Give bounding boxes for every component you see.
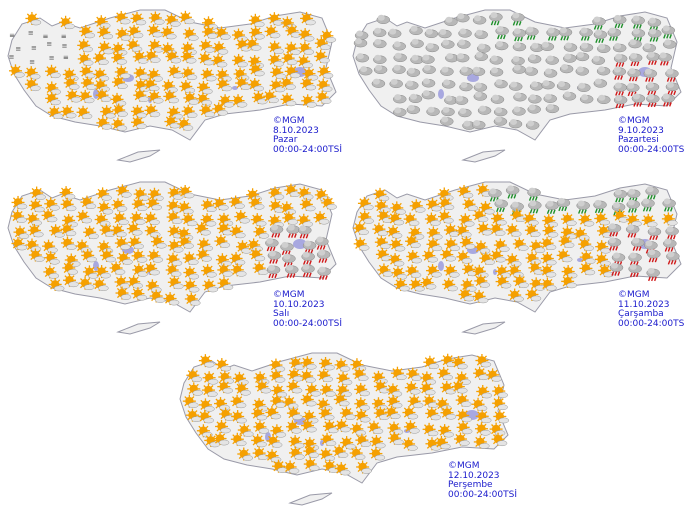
svg-text:≡: ≡: [29, 58, 35, 66]
thunderstorm-rain-icon: [647, 268, 660, 281]
cloudy-icon: [377, 15, 390, 24]
fog-icon: ≡: [9, 32, 15, 40]
fog-icon: ≡: [46, 40, 52, 48]
cyprus-outline: [463, 322, 505, 334]
svg-text:≡: ≡: [63, 53, 69, 61]
cyprus-outline: [290, 493, 332, 505]
period: 00:00-24:00TSİ: [273, 146, 342, 156]
fog-icon: ≡: [49, 54, 55, 62]
lake: [438, 261, 444, 271]
cyprus-outline: [463, 150, 505, 162]
fog-icon: ≡: [15, 45, 21, 53]
cyprus-outline: [118, 150, 160, 162]
svg-text:≡: ≡: [31, 44, 37, 52]
map-caption: ©MGM 12.10.2023 Perşembe 00:00-24:00TSİ: [448, 462, 517, 500]
partly-cloudy-icon: [179, 11, 195, 24]
forecast-map-day-3: ©MGM 10.10.2023 Salı 00:00-24:00TSİ: [0, 172, 340, 337]
partly-cloudy-icon: [215, 358, 231, 371]
period: 00:00-24:00TSİ: [273, 320, 342, 330]
fog-icon: ≡: [62, 42, 68, 50]
svg-text:≡: ≡: [49, 54, 55, 62]
partly-cloudy-icon: [59, 16, 75, 29]
forecast-map-day-4: ©MGM 11.10.2023 Çarşamba 00:00-24:00TSİ: [345, 172, 685, 337]
fog-icon: ≡: [61, 32, 67, 40]
svg-text:≡: ≡: [62, 42, 68, 50]
svg-text:≡: ≡: [46, 40, 52, 48]
fog-icon: ≡: [9, 53, 15, 61]
period: 00:00-24:00TSİ: [618, 320, 685, 330]
svg-text:≡: ≡: [9, 32, 15, 40]
svg-text:≡: ≡: [15, 45, 21, 53]
fog-icon: ≡: [28, 29, 34, 37]
lake: [438, 89, 444, 99]
partly-cloudy-icon: [493, 410, 509, 423]
svg-text:≡: ≡: [28, 29, 34, 37]
lake: [232, 86, 238, 90]
period: 00:00-24:00TSİ: [618, 146, 685, 156]
forecast-map-day-2: ©MGM 9.10.2023 Pazartesi 00:00-24:00TSİ: [345, 0, 685, 165]
cyprus-outline: [118, 322, 160, 334]
map-caption: ©MGM 10.10.2023 Salı 00:00-24:00TSİ: [273, 291, 342, 329]
fog-icon: ≡: [63, 53, 69, 61]
map-caption: ©MGM 8.10.2023 Pazar 00:00-24:00TSİ: [273, 117, 342, 155]
partly-cloudy-icon: [60, 186, 76, 199]
map-caption: ©MGM 11.10.2023 Çarşamba 00:00-24:00TSİ: [618, 291, 685, 329]
forecast-map-day-1: ≡≡≡≡≡≡≡≡≡≡≡≡ ©MGM 8.10.2023 Pazar 00:00-…: [0, 0, 340, 165]
period: 00:00-24:00TSİ: [448, 491, 517, 501]
map-caption: ©MGM 9.10.2023 Pazartesi 00:00-24:00TSİ: [618, 117, 685, 155]
svg-text:≡: ≡: [9, 53, 15, 61]
partly-cloudy-icon: [179, 185, 195, 198]
fog-icon: ≡: [31, 44, 37, 52]
forecast-map-day-5: ©MGM 12.10.2023 Perşembe 00:00-24:00TSİ: [172, 343, 512, 508]
svg-text:≡: ≡: [61, 32, 67, 40]
fog-icon: ≡: [29, 58, 35, 66]
